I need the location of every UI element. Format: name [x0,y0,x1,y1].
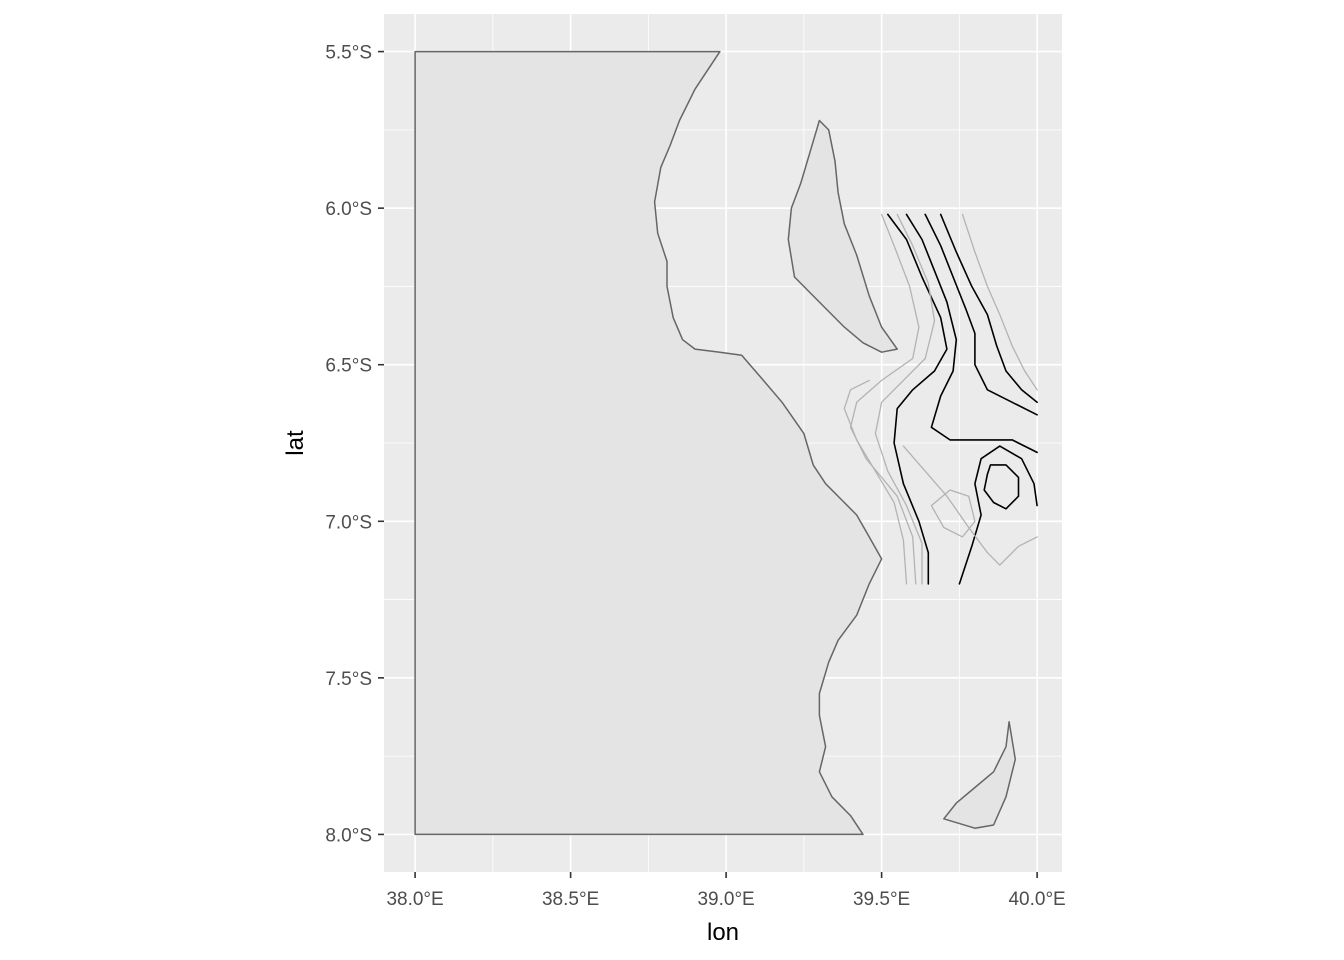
x-tick-label-1: 38.5°E [542,889,599,910]
y-tick-label-5: 8.0°S [325,825,372,846]
contour-4-line [939,213,1038,404]
contour-1-line [886,213,948,585]
y-axis-ticks: 5.5°S 6.0°S 6.5°S 7.0°S 7.5°S 8.0°S [325,43,384,846]
zanzibar-polygon [787,119,898,353]
contour-9-line [902,445,1038,566]
contour-2-line [905,213,1038,454]
y-axis-title: lat [282,430,309,456]
x-tick-label-4: 40.0°E [1008,889,1065,910]
y-tick-label-2: 6.5°S [325,356,372,377]
mainland-polygon [414,50,883,836]
contour-3-line [924,213,1038,416]
contour-6-line [983,464,1020,510]
contour-10-line [930,489,976,538]
y-tick-label-3: 7.0°S [325,512,372,533]
contour-7-line [849,213,920,585]
land-polygons [414,50,1017,836]
y-tick-label-0: 5.5°S [325,43,372,64]
x-axis-title: lon [707,919,739,946]
y-tick-label-4: 7.5°S [325,669,372,690]
contour-8-line [874,213,936,585]
x-tick-label-3: 39.5°E [853,889,910,910]
x-tick-label-0: 38.0°E [386,889,443,910]
contour-lines [843,213,1038,585]
mafia-polygon [943,720,1017,829]
x-tick-label-2: 39.0°E [697,889,754,910]
x-axis-ticks: 38.0°E 38.5°E 39.0°E 39.5°E 40.0°E [386,872,1066,910]
contour-11-line [843,379,908,585]
y-tick-label-1: 6.0°S [325,199,372,220]
contour-12-line [961,213,1038,391]
